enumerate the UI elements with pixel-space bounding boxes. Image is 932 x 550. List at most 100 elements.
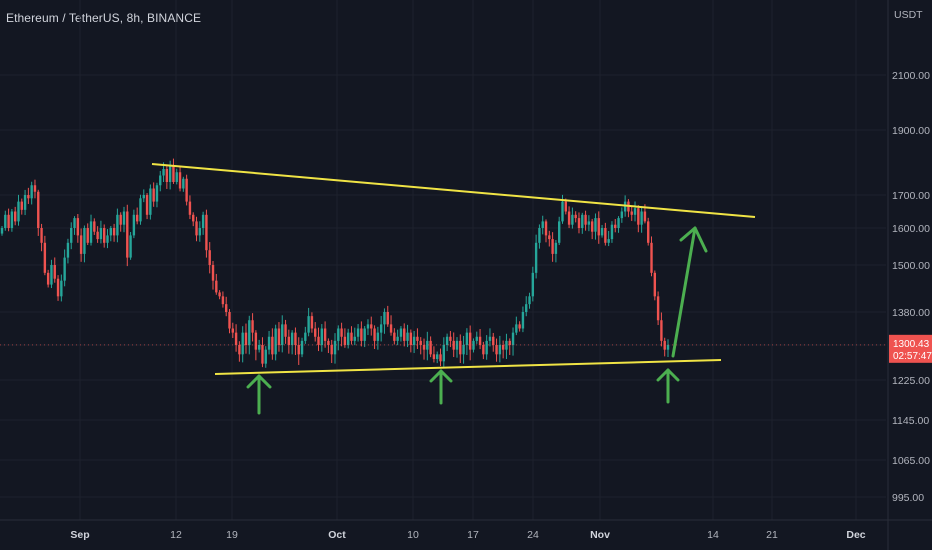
candle-body: [370, 324, 373, 329]
candle-body: [287, 336, 291, 345]
candle-body: [126, 211, 129, 258]
candle-body: [541, 221, 544, 228]
candle-body: [525, 304, 528, 312]
candle-body: [485, 340, 488, 355]
candle-body: [284, 324, 287, 337]
candle-body: [20, 201, 23, 210]
candle-body: [633, 208, 637, 215]
candle-body: [422, 345, 426, 350]
candle-body: [192, 214, 195, 222]
candle-body: [501, 345, 505, 350]
candle-body: [439, 354, 442, 362]
candle-body: [478, 336, 482, 345]
candle-body: [346, 332, 350, 345]
candle-body: [33, 185, 37, 192]
candle-body: [360, 328, 363, 341]
up-arrow-icon[interactable]: [429, 369, 453, 405]
candle-body: [139, 198, 142, 222]
candle-body: [521, 312, 525, 329]
candle-body: [343, 336, 347, 345]
candle-body: [76, 218, 80, 236]
candle-body: [277, 328, 281, 345]
price-tick-label: 1145.00: [892, 415, 929, 427]
candle-body: [297, 345, 300, 355]
candle-body: [574, 214, 577, 219]
time-axis[interactable]: Sep 12 19 Oct 10 17 24 Nov 14 21 Dec: [70, 529, 865, 541]
drawings: [151, 163, 756, 415]
candle-body: [103, 228, 106, 243]
candle-body: [436, 354, 439, 359]
time-tick-label: 24: [527, 529, 539, 541]
candle-body: [294, 332, 297, 345]
candle-body: [27, 195, 30, 199]
candle-body: [10, 211, 14, 228]
candle-body: [215, 280, 218, 293]
candle-body: [412, 336, 416, 345]
candle-body: [254, 332, 258, 350]
candle-body: [442, 345, 446, 362]
resistance-trendline[interactable]: [151, 163, 756, 218]
candle-body: [379, 324, 383, 333]
price-tick-label: 1600.00: [892, 223, 930, 235]
candle-body: [356, 328, 360, 337]
chart-title: Ethereum / TetherUS, 8h, BINANCE: [6, 11, 202, 25]
candle-body: [465, 332, 469, 345]
candle-body: [53, 265, 56, 279]
projection-arrow-icon[interactable]: [671, 226, 708, 358]
candle-body: [666, 345, 670, 350]
candle-body: [132, 214, 136, 236]
price-axis[interactable]: USDT 2100.00 1900.00 1700.00 1600.00 1500.00 1…: [892, 9, 930, 504]
candle-body: [617, 218, 620, 228]
candle-body: [376, 332, 380, 341]
support-trendline[interactable]: [214, 359, 722, 375]
candle-body: [571, 214, 574, 225]
candle-body: [584, 214, 587, 225]
candle-body: [112, 228, 116, 236]
candle-body: [594, 218, 597, 232]
candle-body: [445, 336, 449, 345]
time-tick-label: Sep: [70, 529, 89, 541]
candle-body: [538, 228, 541, 243]
candle-body: [129, 235, 132, 258]
candle-body: [630, 211, 633, 215]
candle-body: [396, 336, 399, 341]
candle-body: [23, 195, 27, 210]
candle-body: [462, 345, 465, 355]
candle-body: [449, 336, 452, 341]
candle-body: [610, 224, 614, 240]
candle-body: [89, 221, 93, 243]
candle-body: [224, 304, 228, 312]
candle-body: [317, 336, 320, 345]
candle-body: [600, 228, 604, 236]
up-arrow-icon[interactable]: [246, 374, 272, 415]
candle-body: [650, 242, 653, 273]
candle-body: [257, 345, 261, 350]
candle-body: [264, 349, 267, 364]
candle-body: [234, 332, 238, 345]
candle-body: [581, 214, 584, 228]
candle-body: [231, 328, 234, 333]
candle-body: [238, 345, 241, 355]
candle-body: [17, 201, 20, 222]
price-tick-label: 1225.00: [892, 375, 930, 387]
candle-body: [656, 296, 660, 321]
candle-body: [403, 328, 406, 341]
candle-body: [472, 340, 475, 350]
up-arrow-icon[interactable]: [656, 368, 680, 404]
candle-body: [640, 211, 643, 225]
candle-body: [637, 208, 640, 225]
candle-body: [165, 169, 169, 182]
candle-body: [419, 340, 422, 345]
candle-body: [337, 328, 340, 341]
candle-body: [323, 328, 327, 341]
price-tick-label: 995.00: [892, 492, 924, 504]
candle-body: [70, 228, 73, 243]
candle-body: [554, 242, 558, 254]
price-tick-label: 1700.00: [892, 190, 930, 202]
candle-body: [492, 336, 495, 345]
candle-body: [327, 340, 330, 345]
candle-body: [50, 265, 53, 285]
price-tick-label: 1900.00: [892, 125, 930, 137]
candle-body: [511, 332, 515, 345]
